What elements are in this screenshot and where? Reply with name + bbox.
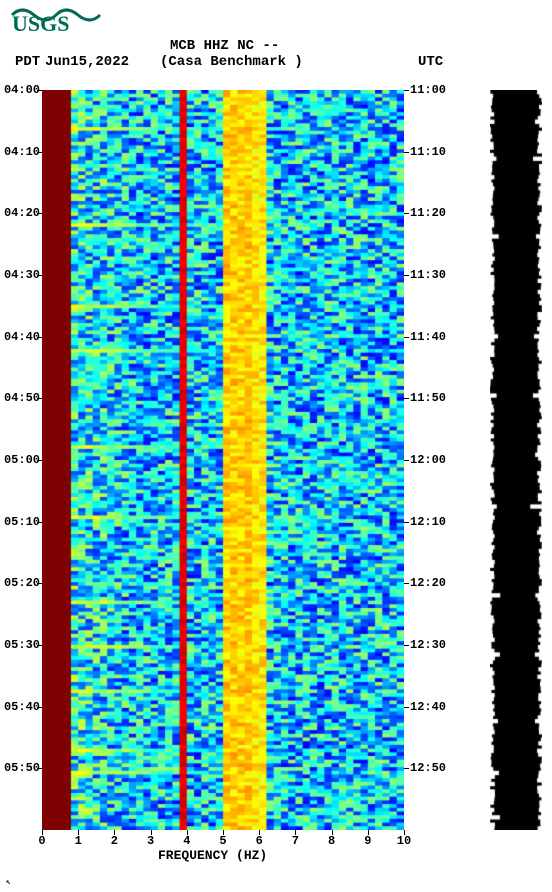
x-tick-mark xyxy=(78,830,79,835)
y-right-tick: 11:50 xyxy=(410,391,450,405)
x-tick-mark xyxy=(295,830,296,835)
x-tick: 3 xyxy=(141,834,161,848)
waveform-canvas xyxy=(490,90,542,830)
y-left-tick: 04:10 xyxy=(0,145,40,159)
y-right-tick: 11:00 xyxy=(410,83,450,97)
x-tick: 9 xyxy=(358,834,378,848)
y-right-tick: 11:40 xyxy=(410,330,450,344)
tz-left-label: PDT xyxy=(15,54,40,70)
y-left-tick: 04:20 xyxy=(0,206,40,220)
y-left-tick: 05:00 xyxy=(0,453,40,467)
y-right-tick: 11:20 xyxy=(410,206,450,220)
y-right-tick: 12:40 xyxy=(410,700,450,714)
x-tick: 7 xyxy=(285,834,305,848)
y-right-tick-mark xyxy=(404,768,409,769)
y-left-tick: 05:30 xyxy=(0,638,40,652)
usgs-logo-text: USGS xyxy=(12,11,69,35)
x-tick-mark xyxy=(259,830,260,835)
waveform-strip xyxy=(490,90,542,830)
y-left-tick: 04:30 xyxy=(0,268,40,282)
y-right-tick: 11:10 xyxy=(410,145,450,159)
y-right-tick: 12:20 xyxy=(410,576,450,590)
y-right-tick-mark xyxy=(404,398,409,399)
usgs-logo: USGS xyxy=(10,5,110,35)
y-right-tick-mark xyxy=(404,707,409,708)
y-right-tick-mark xyxy=(404,213,409,214)
x-tick-mark xyxy=(187,830,188,835)
y-left-tick: 04:50 xyxy=(0,391,40,405)
cursor-mark-icon: ↖ xyxy=(6,877,11,887)
x-tick: 6 xyxy=(249,834,269,848)
x-tick-mark xyxy=(114,830,115,835)
y-right-tick: 11:30 xyxy=(410,268,450,282)
x-tick-mark xyxy=(151,830,152,835)
y-right-tick: 12:10 xyxy=(410,515,450,529)
y-left-tick: 04:00 xyxy=(0,83,40,97)
spectrogram-chart xyxy=(42,90,404,830)
x-tick: 5 xyxy=(213,834,233,848)
y-right-tick: 12:30 xyxy=(410,638,450,652)
date-label: Jun15,2022 xyxy=(45,54,129,70)
x-axis-label: FREQUENCY (HZ) xyxy=(158,848,267,863)
y-left-tick: 05:50 xyxy=(0,761,40,775)
y-right-tick-mark xyxy=(404,583,409,584)
x-tick: 10 xyxy=(394,834,414,848)
y-right-tick: 12:50 xyxy=(410,761,450,775)
x-tick: 0 xyxy=(32,834,52,848)
station-id: MCB HHZ NC -- xyxy=(170,38,279,54)
y-right-tick-mark xyxy=(404,275,409,276)
y-left-tick: 05:10 xyxy=(0,515,40,529)
page-root: USGS MCB HHZ NC -- (Casa Benchmark ) PDT… xyxy=(0,0,552,892)
y-left-tick: 04:40 xyxy=(0,330,40,344)
x-tick-mark xyxy=(368,830,369,835)
usgs-logo-svg: USGS xyxy=(10,5,110,35)
x-tick-mark xyxy=(223,830,224,835)
y-right-tick-mark xyxy=(404,337,409,338)
y-right-tick-mark xyxy=(404,645,409,646)
tz-right-label: UTC xyxy=(418,54,443,70)
y-right-tick-mark xyxy=(404,90,409,91)
x-tick-mark xyxy=(404,830,405,835)
station-name: (Casa Benchmark ) xyxy=(160,54,303,70)
y-left-tick: 05:40 xyxy=(0,700,40,714)
y-right-tick-mark xyxy=(404,460,409,461)
x-tick-mark xyxy=(332,830,333,835)
y-right-tick: 12:00 xyxy=(410,453,450,467)
spectrogram-canvas xyxy=(42,90,404,830)
x-tick: 4 xyxy=(177,834,197,848)
x-tick: 1 xyxy=(68,834,88,848)
x-tick: 2 xyxy=(104,834,124,848)
y-right-tick-mark xyxy=(404,522,409,523)
x-tick-mark xyxy=(42,830,43,835)
y-left-tick: 05:20 xyxy=(0,576,40,590)
x-tick: 8 xyxy=(322,834,342,848)
y-right-tick-mark xyxy=(404,152,409,153)
